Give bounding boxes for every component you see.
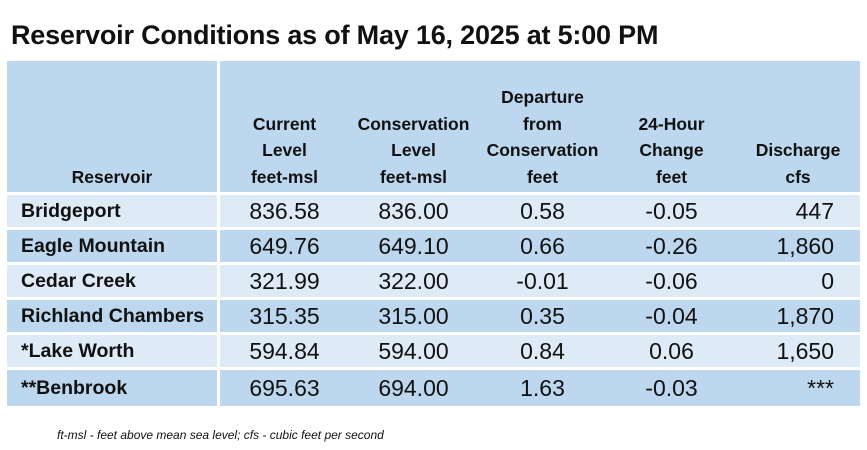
cell-conservation-level: 649.10 — [349, 227, 478, 262]
cell-reservoir-name: Richland Chambers — [7, 297, 220, 332]
cell-conservation-level: 315.00 — [349, 297, 478, 332]
cell-discharge: 1,870 — [736, 297, 860, 332]
cell-change-24h: 0.06 — [607, 332, 736, 367]
header-reservoir: Reservoir — [7, 61, 220, 192]
cell-reservoir-name: **Benbrook — [7, 367, 220, 406]
header-line: feet-msl — [250, 166, 319, 187]
cell-current-level: 321.99 — [220, 262, 349, 297]
cell-change-24h: -0.03 — [607, 367, 736, 406]
header-line: Departure — [501, 87, 584, 107]
header-line: Reservoir — [71, 166, 153, 187]
header-conservation-level: Conservation Level feet-msl — [349, 61, 478, 192]
cell-departure: 0.84 — [478, 332, 607, 367]
page-title: Reservoir Conditions as of May 16, 2025 … — [11, 20, 659, 50]
cell-conservation-level: 594.00 — [349, 332, 478, 367]
cell-departure: 0.66 — [478, 227, 607, 262]
cell-current-level: 315.35 — [220, 297, 349, 332]
cell-change-24h: -0.04 — [607, 297, 736, 332]
header-line: Conservation — [357, 113, 470, 134]
cell-change-24h: -0.05 — [607, 192, 736, 227]
cell-change-24h: -0.06 — [607, 262, 736, 297]
header-line: Conservation — [486, 140, 599, 160]
cell-departure: 0.35 — [478, 297, 607, 332]
header-line: feet — [655, 166, 688, 187]
cell-conservation-level: 836.00 — [349, 192, 478, 227]
cell-current-level: 836.58 — [220, 192, 349, 227]
cell-reservoir-name: Bridgeport — [7, 192, 220, 227]
cell-departure: -0.01 — [478, 262, 607, 297]
header-departure: Departure from Conservation feet — [478, 61, 607, 192]
cell-current-level: 594.84 — [220, 332, 349, 367]
header-line: Discharge — [755, 140, 841, 160]
cell-reservoir-name: *Lake Worth — [7, 332, 220, 367]
header-line: Level — [262, 140, 307, 160]
header-line: Current — [252, 113, 317, 134]
cell-change-24h: -0.26 — [607, 227, 736, 262]
cell-conservation-level: 322.00 — [349, 262, 478, 297]
header-current-level: Current Level feet-msl — [220, 61, 349, 192]
cell-departure: 0.58 — [478, 192, 607, 227]
cell-current-level: 649.76 — [220, 227, 349, 262]
header-line: Change — [639, 140, 704, 160]
cell-discharge: 1,860 — [736, 227, 860, 262]
cell-discharge: 1,650 — [736, 332, 860, 367]
header-line: feet — [526, 166, 559, 187]
header-line: feet-msl — [379, 166, 448, 187]
cell-departure: 1.63 — [478, 367, 607, 406]
cell-discharge: 447 — [736, 192, 860, 227]
header-line: from — [523, 113, 562, 134]
cell-discharge: *** — [736, 367, 860, 406]
header-line: 24-Hour — [638, 113, 705, 134]
reservoir-table: Reservoir Current Level feet-msl Conservatio… — [7, 61, 860, 406]
cell-current-level: 695.63 — [220, 367, 349, 406]
cell-discharge: 0 — [736, 262, 860, 297]
header-24-hour-change: 24-Hour Change feet — [607, 61, 736, 192]
cell-reservoir-name: Eagle Mountain — [7, 227, 220, 262]
cell-conservation-level: 694.00 — [349, 367, 478, 406]
header-line: Level — [391, 140, 436, 160]
header-discharge: Discharge cfs — [736, 61, 860, 192]
cell-reservoir-name: Cedar Creek — [7, 262, 220, 297]
header-line: cfs — [785, 166, 811, 187]
footnote: ft-msl - feet above mean sea level; cfs … — [57, 428, 384, 442]
